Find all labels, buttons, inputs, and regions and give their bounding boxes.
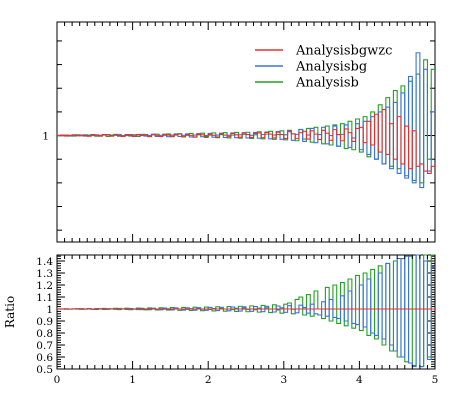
main-y-tick-label: 1: [42, 131, 49, 143]
ratio-y-tick-label: 0.5: [36, 364, 53, 376]
ratio-y-tick-label: 1.3: [36, 268, 53, 280]
ratio-y-tick-label: 1.1: [36, 292, 53, 304]
main-x-ticks: [56, 22, 436, 242]
ratio-y-tick-label: 0.7: [36, 340, 53, 352]
ratio-y-tick-label: 1: [46, 304, 53, 316]
ratio-series-group: [57, 254, 435, 368]
ratio-ylabel: Ratio: [3, 296, 17, 328]
main-series-analysisbgwzc: [57, 108, 435, 174]
x-tick-label: 3: [280, 374, 287, 386]
legend-label: Analysisbg: [295, 60, 367, 75]
x-tick-label: 1: [129, 374, 136, 386]
ratio-y-tick-label: 0.6: [36, 352, 53, 364]
ratio-y-tick-label: 0.8: [36, 328, 53, 340]
x-tick-label: 2: [205, 374, 212, 386]
x-tick-label: 4: [356, 374, 363, 386]
legend-label: Analysisbgwzc: [295, 44, 392, 59]
ratio-y-tick-label: 0.9: [36, 316, 53, 328]
ratio-x-ticks: 0 1 2 3 4 5: [54, 255, 439, 386]
x-tick-label: 0: [54, 374, 61, 386]
ratio-y-tick-label: 1.2: [36, 280, 53, 292]
main-series-group: [57, 52, 435, 189]
ratio-y-tick-label: 1.4: [36, 256, 53, 268]
main-panel: 1: [42, 21, 436, 243]
legend-label: Analysisb: [295, 76, 359, 91]
x-tick-label: 5: [432, 374, 439, 386]
ratio-y-ticks: 0.50.60.70.80.911.11.21.31.4: [36, 255, 435, 376]
